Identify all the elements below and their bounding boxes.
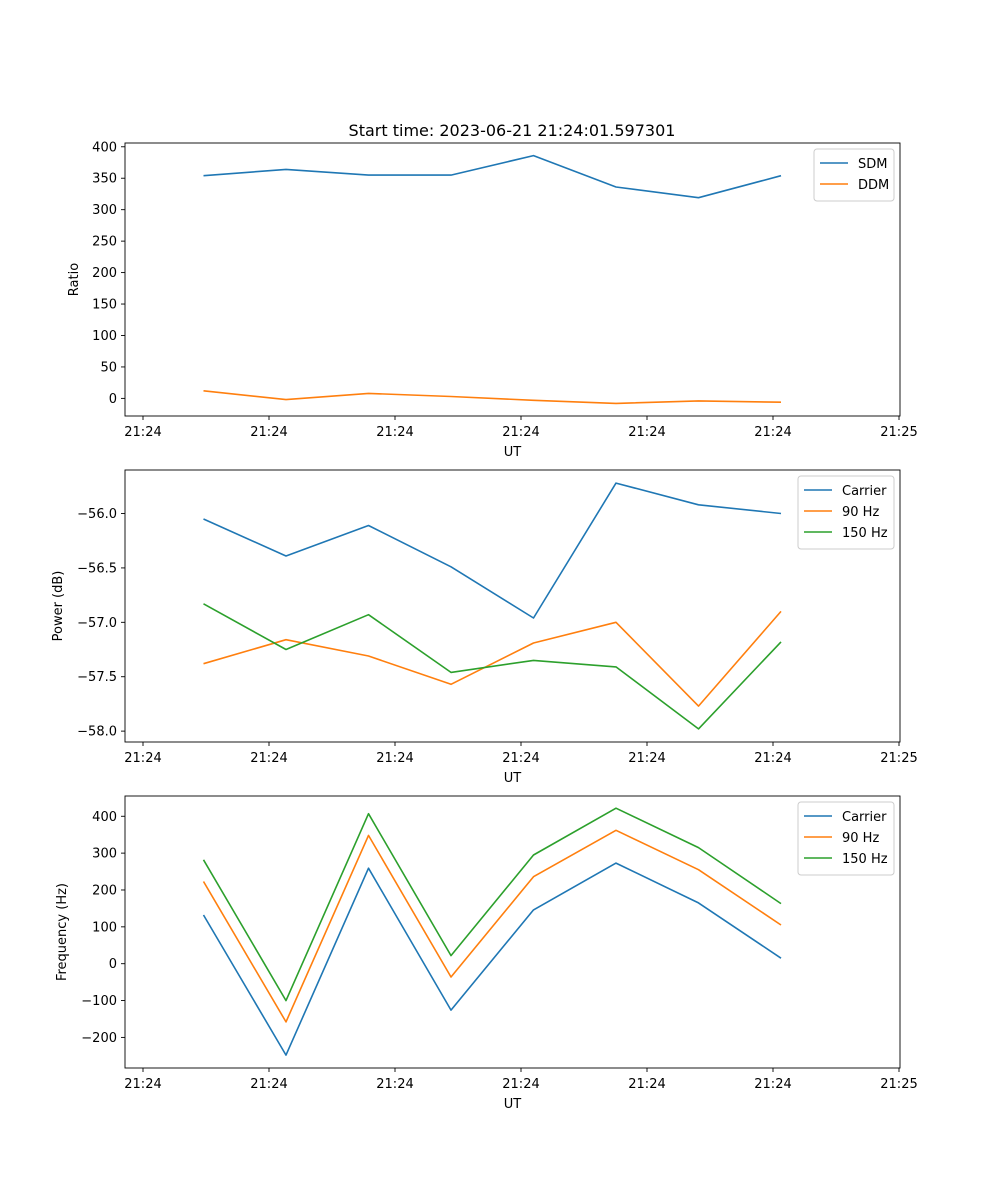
frequency-legend-label: Carrier — [842, 810, 887, 825]
power-axes-frame — [124, 469, 901, 743]
ratio-legend-label: SDM — [858, 157, 887, 172]
frequency-x-tick-label: 21:24 — [376, 1077, 413, 1092]
frequency-y-tick-label: −100 — [81, 994, 117, 1009]
power-series-line-2 — [203, 603, 782, 730]
figure-title: Start time: 2023-06-21 21:24:01.597301 — [349, 121, 676, 140]
power-series-line-0 — [203, 482, 782, 619]
ratio-y-tick-label: 50 — [100, 360, 117, 375]
ratio-panel: 0 50 100 150 200 250 300 350 400 21:24 21:24 21:24 2… — [67, 140, 918, 460]
power-y-axis-label: Power (dB) — [51, 571, 66, 642]
frequency-legend: Carrier 90 Hz 150 Hz — [797, 801, 895, 876]
ratio-series-line-1 — [203, 390, 782, 405]
ratio-y-tick-label: 100 — [92, 329, 117, 344]
frequency-series-line-2 — [202, 807, 782, 1002]
frequency-x-tick-label: 21:25 — [880, 1077, 917, 1092]
ratio-y-tick-label: 200 — [92, 266, 117, 281]
ratio-series-line-0 — [203, 154, 782, 199]
power-y-tick-label: −56.0 — [77, 507, 117, 522]
power-x-tick-label: 21:24 — [376, 751, 413, 766]
ratio-x-tick-label: 21:24 — [124, 425, 161, 440]
ratio-legend-label: DDM — [858, 178, 889, 193]
frequency-x-tick-label: 21:24 — [628, 1077, 665, 1092]
ratio-y-tick-label: 400 — [92, 140, 117, 155]
frequency-series-line-0 — [202, 862, 782, 1056]
ratio-y-tick-label: 250 — [92, 235, 117, 250]
frequency-series-line-1 — [202, 829, 782, 1023]
ratio-x-axis-label: UT — [504, 445, 522, 460]
ratio-x-tick-label: 21:24 — [628, 425, 665, 440]
frequency-y-tick-label: 300 — [92, 847, 117, 862]
ratio-legend: SDM DDM — [813, 148, 895, 202]
frequency-x-axis-label: UT — [504, 1097, 522, 1112]
frequency-legend-label: 150 Hz — [842, 852, 888, 867]
ratio-y-tick-label: 0 — [109, 392, 117, 407]
frequency-x-tick-label: 21:24 — [754, 1077, 791, 1092]
frequency-y-tick-label: −200 — [81, 1031, 117, 1046]
power-legend-box — [797, 475, 895, 550]
power-x-tick-label: 21:24 — [754, 751, 791, 766]
frequency-x-tick-label: 21:24 — [250, 1077, 287, 1092]
frequency-x-tick-label: 21:24 — [502, 1077, 539, 1092]
power-x-tick-label: 21:24 — [502, 751, 539, 766]
frequency-panel: −200 −100 0 100 200 300 400 21:24 21:24 21:24 21:2… — [55, 795, 918, 1112]
ratio-legend-box — [813, 148, 895, 202]
frequency-axes-frame — [124, 795, 901, 1069]
ratio-y-tick-label: 150 — [92, 298, 117, 313]
power-legend-label: 150 Hz — [842, 526, 888, 541]
frequency-y-tick-label: 0 — [109, 957, 117, 972]
power-legend: Carrier 90 Hz 150 Hz — [797, 475, 895, 550]
power-x-tick-label: 21:25 — [880, 751, 917, 766]
power-x-tick-label: 21:24 — [628, 751, 665, 766]
power-series-line-1 — [203, 610, 782, 707]
ratio-x-tick-label: 21:24 — [502, 425, 539, 440]
power-x-tick-label: 21:24 — [250, 751, 287, 766]
power-panel: −58.0 −57.5 −57.0 −56.5 −56.0 21:24 21:24 21:24… — [51, 469, 918, 786]
frequency-y-tick-label: 400 — [92, 810, 117, 825]
ratio-x-tick-label: 21:25 — [880, 425, 917, 440]
power-x-tick-label: 21:24 — [124, 751, 161, 766]
ratio-y-tick-label: 300 — [92, 203, 117, 218]
ratio-x-tick-label: 21:24 — [754, 425, 791, 440]
ratio-x-tick-label: 21:24 — [376, 425, 413, 440]
ratio-y-tick-label: 350 — [92, 172, 117, 187]
frequency-y-axis-label: Frequency (Hz) — [55, 883, 70, 981]
power-y-tick-label: −56.5 — [77, 561, 117, 576]
frequency-x-tick-label: 21:24 — [124, 1077, 161, 1092]
ratio-x-tick-label: 21:24 — [250, 425, 287, 440]
ratio-axes-frame — [124, 142, 901, 417]
ratio-y-axis-label: Ratio — [67, 263, 82, 296]
power-y-tick-label: −57.5 — [77, 670, 117, 685]
power-legend-label: 90 Hz — [842, 505, 879, 520]
power-x-axis-label: UT — [504, 771, 522, 786]
frequency-y-tick-label: 200 — [92, 883, 117, 898]
frequency-y-tick-label: 100 — [92, 920, 117, 935]
power-y-tick-label: −57.0 — [77, 616, 117, 631]
frequency-legend-label: 90 Hz — [842, 831, 879, 846]
power-y-tick-label: −58.0 — [77, 725, 117, 740]
power-legend-label: Carrier — [842, 484, 887, 499]
frequency-legend-box — [797, 801, 895, 876]
